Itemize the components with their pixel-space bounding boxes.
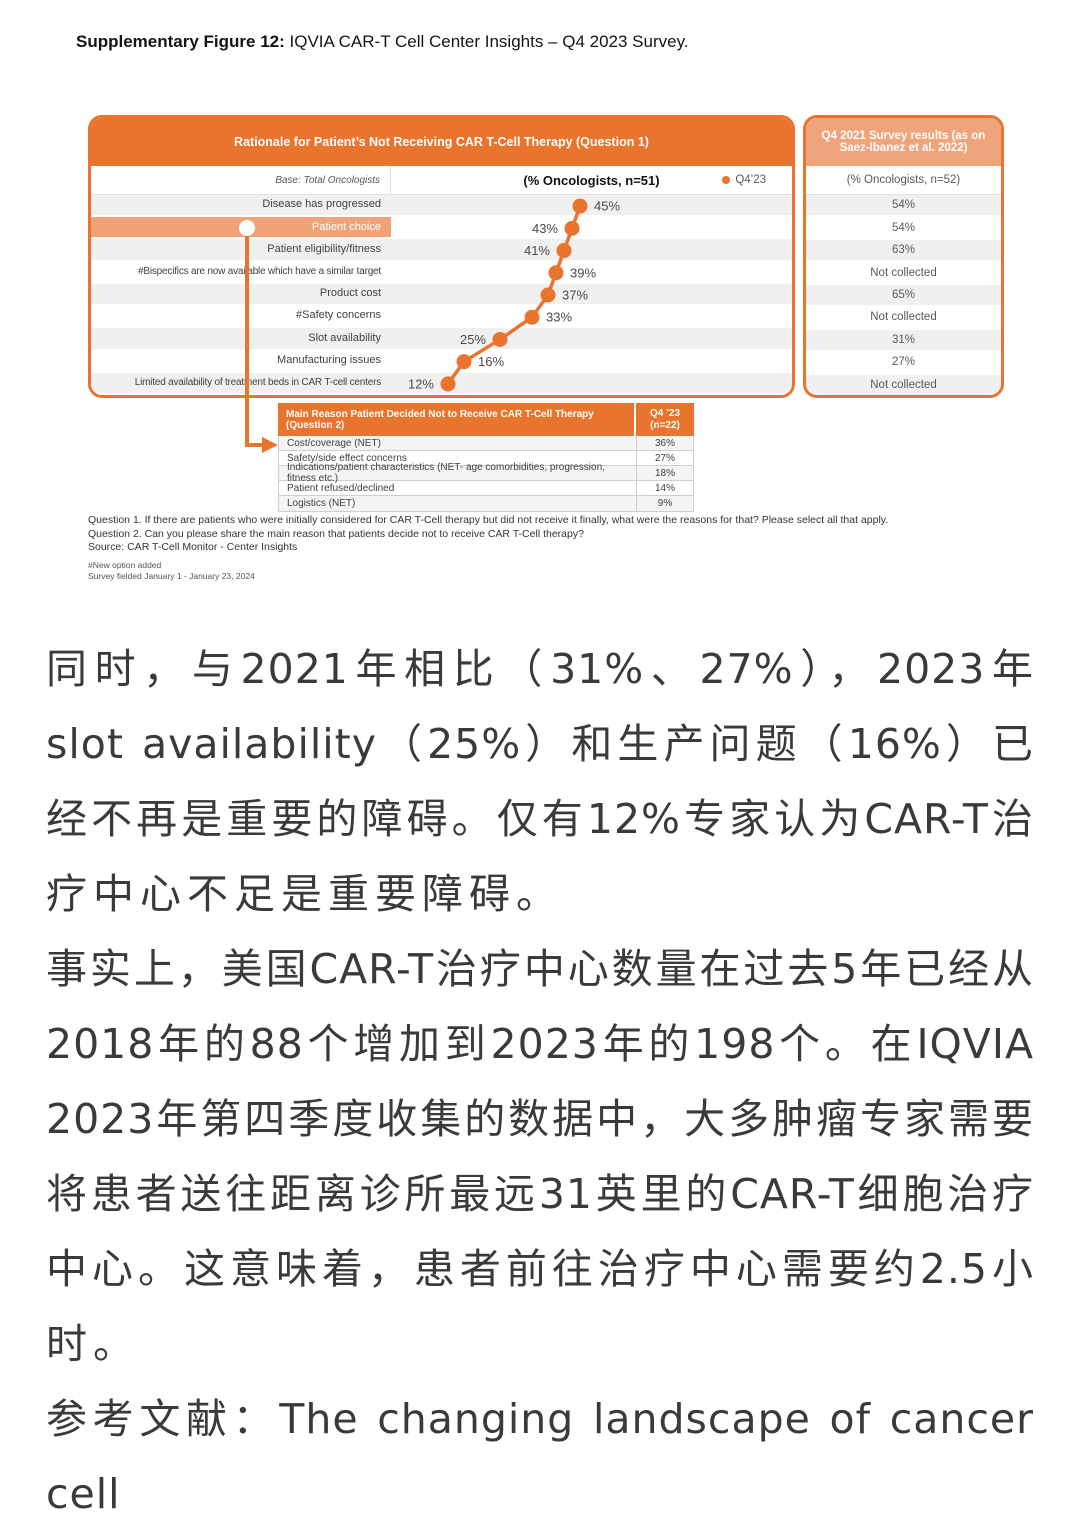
small-notes: #New option added Survey fielded January …: [88, 560, 255, 582]
chart-row: #Safety concerns: [91, 306, 792, 329]
question2-row-value: 18%: [654, 467, 675, 479]
q4-2021-value: 63%: [806, 239, 1001, 263]
body-text-line: 疗中心不足是重要障碍。: [46, 870, 563, 918]
row-plot-area: [391, 284, 792, 304]
row-label: Patient eligibility/fitness: [267, 242, 381, 255]
row-label: Disease has progressed: [262, 198, 381, 211]
chart-title: Rationale for Patient’s Not Receiving CA…: [91, 118, 792, 166]
q4-2021-value: 27%: [806, 352, 1001, 375]
row-label: Limited availability of treatment beds i…: [134, 376, 381, 388]
body-text-line: 2023年第四季度收集的数据中，大多肿瘤专家需要: [46, 1095, 1034, 1143]
figure-caption-number: Supplementary Figure 12:: [76, 32, 285, 51]
question2-title: Main Reason Patient Decided Not to Recei…: [278, 403, 634, 436]
row-plot-area: [391, 217, 792, 237]
question2-row-value: 14%: [654, 482, 675, 494]
question2-row-value: 36%: [654, 437, 675, 449]
small-note-line: Survey fielded January 1 - January 23, 2…: [88, 571, 255, 581]
row-label: #Bispecifics are now available which hav…: [138, 265, 381, 277]
row-plot-area: [391, 239, 792, 259]
question2-row: Patient refused/declined 14%: [279, 481, 693, 496]
q4-2021-value: Not collected: [806, 374, 1001, 395]
body-text-line: 将患者送往距离诊所最远31英里的CAR-T细胞治疗: [46, 1170, 1034, 1218]
q4-2021-value: 54%: [806, 217, 1001, 240]
question2-table-body: Cost/coverage (NET) 36% Safety/side effect…: [278, 436, 694, 512]
chart-rows: Disease has progressed Patient choice Pati…: [91, 195, 792, 395]
row-plot-area: [391, 373, 792, 393]
row-plot-area: [391, 351, 792, 371]
article-page: { "title": { "bold": "Supplementary Figu…: [46, 32, 1033, 1518]
legend-label: Q4’23: [735, 174, 766, 186]
chart-row: Product cost: [91, 283, 792, 307]
question2-row: Cost/coverage (NET) 36%: [279, 436, 693, 451]
row-label: #Safety concerns: [296, 309, 381, 322]
q4-2021-value: 31%: [806, 329, 1001, 353]
question2-table: Main Reason Patient Decided Not to Recei…: [278, 403, 694, 512]
question2-row-label: Patient refused/declined: [279, 481, 637, 495]
question2-row-label: Indications/patient characteristics (NET…: [279, 462, 637, 484]
q4-2021-value: 65%: [806, 284, 1001, 308]
q4-2021-rows: 54% 54% 63% Not collected 65% Not collected 31…: [806, 195, 1001, 395]
q4-2021-value: Not collected: [806, 307, 1001, 330]
body-text-line: slot availability（25%）和生产问题（16%）已: [46, 720, 1034, 768]
question2-row-label: Logistics (NET): [279, 496, 637, 511]
column-header: (% Oncologists, n=51): [523, 172, 660, 188]
row-plot-area: [391, 306, 792, 326]
q4-2021-header: Q4 2021 Survey results (as on Saez-Ibane…: [806, 118, 1001, 166]
chart-row: Disease has progressed: [91, 195, 792, 218]
body-text-line: 经不再是重要的障碍。仅有12%专家认为CAR-T治: [46, 795, 1034, 843]
question2-table-header: Main Reason Patient Decided Not to Recei…: [278, 403, 694, 436]
q4-2021-value: 54%: [806, 195, 1001, 218]
legend: Q4’23: [722, 166, 766, 194]
figure-caption: Supplementary Figure 12: IQVIA CAR-T Cel…: [76, 32, 689, 52]
q4-2021-value: Not collected: [806, 262, 1001, 285]
body-text-line: 2018年的88个增加到2023年的198个。在IQVIA: [46, 1020, 1034, 1068]
row-plot-area: [391, 262, 792, 282]
chart-subheader: Base: Total Oncologists (% Oncologists, …: [91, 166, 792, 195]
footnote-line: Question 1. If there are patients who we…: [88, 514, 889, 526]
row-label: Manufacturing issues: [277, 353, 381, 366]
question2-row-label: Cost/coverage (NET): [279, 436, 637, 450]
q4-2021-subheader: (% Oncologists, n=52): [806, 166, 1001, 195]
chart-row: Limited availability of treatment beds i…: [91, 372, 792, 395]
body-text-line: 时。: [46, 1320, 140, 1368]
chart-row: Manufacturing issues: [91, 351, 792, 373]
question2-column-header: Q4 ’23 (n=22): [636, 403, 694, 436]
body-text-line: 事实上，美国CAR-T治疗中心数量在过去5年已经从: [46, 945, 1034, 993]
question2-row: Logistics (NET) 9%: [279, 496, 693, 511]
body-text-line: 中心。这意味着，患者前往治疗中心需要约2.5小: [46, 1245, 1034, 1293]
figure-caption-text: IQVIA CAR-T Cell Center Insights – Q4 20…: [284, 32, 689, 51]
small-note-line: #New option added: [88, 560, 162, 570]
base-label: Base: Total Oncologists: [91, 166, 391, 194]
question2-row: Safety/side effect concerns 27%: [279, 451, 693, 466]
article-body-text: 同时，与2021年相比（31%、27%），2023年 slot availabil…: [46, 632, 1034, 1518]
row-label: Slot availability: [308, 331, 381, 344]
main-chart-panel: Rationale for Patient’s Not Receiving CA…: [88, 115, 795, 398]
chart-row: Slot availability: [91, 328, 792, 351]
chart-row: Patient eligibility/fitness: [91, 239, 792, 262]
footnote-line: Question 2. Can you please share the mai…: [88, 527, 584, 540]
q4-2021-panel: Q4 2021 Survey results (as on Saez-Ibane…: [803, 115, 1004, 398]
footnote-line: Source: CAR T-Cell Monitor - Center Insi…: [88, 541, 298, 553]
row-label: Product cost: [319, 287, 381, 300]
row-plot-area: [391, 195, 792, 215]
chart-row: Patient choice: [91, 217, 792, 240]
question2-row-label: Safety/side effect concerns: [279, 451, 637, 465]
body-text-line: 参考文献：The changing landscape of cancer ce…: [46, 1395, 1034, 1518]
body-text-line: 同时，与2021年相比（31%、27%），2023年: [46, 645, 1034, 693]
question2-row: Indications/patient characteristics (NET…: [279, 462, 693, 484]
footnotes: Question 1. If there are patients who we…: [88, 514, 988, 555]
question2-row-value: 9%: [657, 498, 673, 509]
chart-row: #Bispecifics are now available which hav…: [91, 262, 792, 284]
legend-dot-icon: [722, 176, 731, 184]
question2-row-value: 27%: [654, 452, 675, 464]
row-label: Patient choice: [91, 217, 391, 238]
row-plot-area: [391, 328, 792, 348]
